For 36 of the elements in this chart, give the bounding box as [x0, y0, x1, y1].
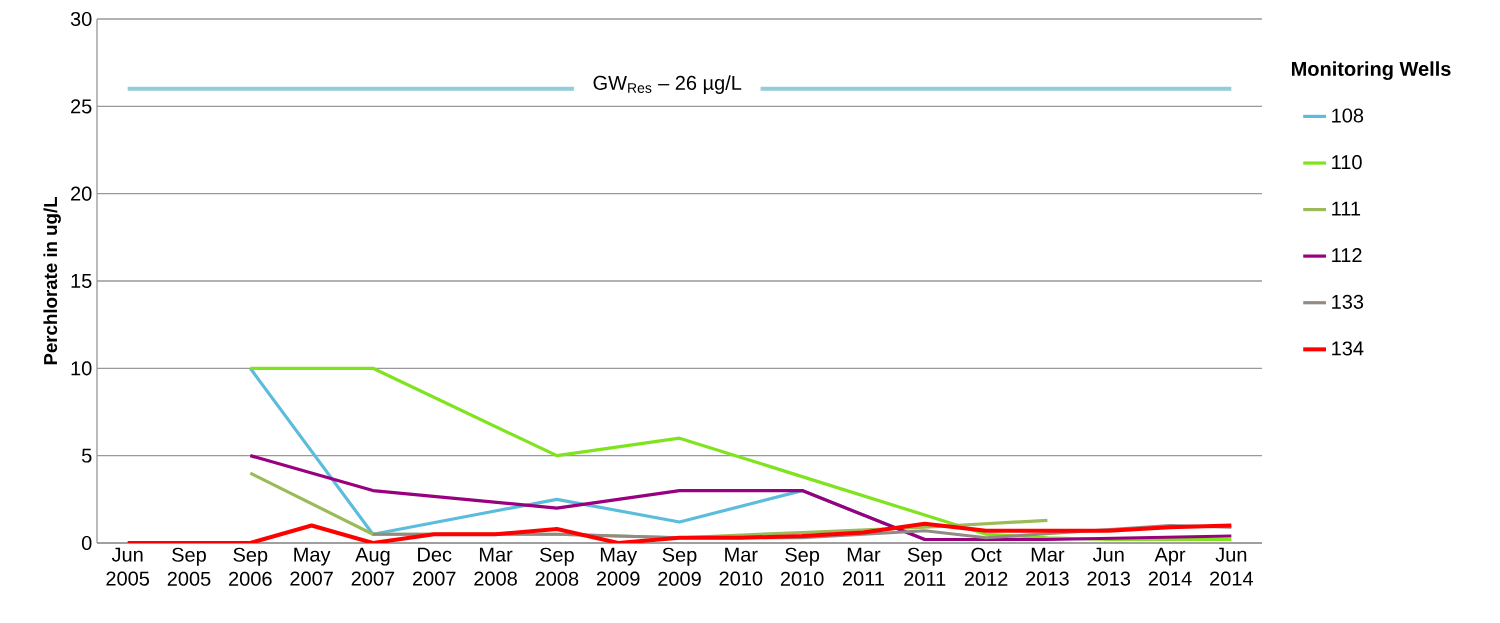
legend-label: 108	[1332, 108, 1364, 123]
x-tick-label: May 2009	[596, 547, 640, 586]
ref-line-label: GW$_{Res}$ – 26 µg/L	[593, 75, 742, 94]
y-tick-label: 5	[81, 448, 92, 463]
x-tick-label: Mar 2013	[1026, 547, 1069, 586]
x-tick-label: Sep 2005	[167, 547, 211, 586]
x-tick-label: Sep 2009	[658, 547, 701, 586]
y-tick-label: 10	[71, 361, 92, 376]
x-tick-label: May 2007	[290, 547, 333, 586]
legend-label: 111	[1332, 201, 1361, 216]
legend-label: 133	[1332, 294, 1364, 309]
x-tick-label: Sep 2011	[904, 547, 946, 586]
x-tick-label: Sep 2006	[229, 547, 272, 586]
legend-label: 134	[1332, 341, 1364, 356]
y-tick-label: 0	[81, 535, 92, 551]
x-tick-label: Jun 2013	[1087, 547, 1131, 586]
x-tick-label: Mar 2011	[842, 547, 884, 586]
x-tick-label: Sep 2008	[535, 547, 579, 586]
x-tick-label: Mar 2010	[719, 547, 763, 586]
y-tick-label: 30	[70, 11, 92, 27]
x-tick-label: Mar 2008	[474, 547, 517, 586]
y-tick-label: 25	[71, 99, 92, 114]
legend-label: 110	[1332, 155, 1362, 170]
y-tick-label: 15	[71, 274, 92, 288]
x-tick-label: Apr 2014	[1148, 547, 1192, 586]
x-tick-label: Jun 2014	[1210, 547, 1253, 586]
x-tick-label: Sep 2010	[780, 547, 824, 586]
legend-label: 112	[1332, 248, 1362, 263]
x-tick-label: Oct 2012	[964, 547, 1008, 586]
y-axis-title: Perchlorate in ug/L	[43, 197, 61, 365]
x-tick-label: Jun 2005	[106, 547, 150, 586]
x-tick-label: Aug 2007	[351, 547, 395, 586]
x-tick-label: Dec 2007	[413, 547, 456, 586]
legend-title: Monitoring Wells	[1291, 61, 1451, 81]
line-series	[248, 454, 1233, 542]
y-tick-label: 20	[71, 186, 92, 201]
